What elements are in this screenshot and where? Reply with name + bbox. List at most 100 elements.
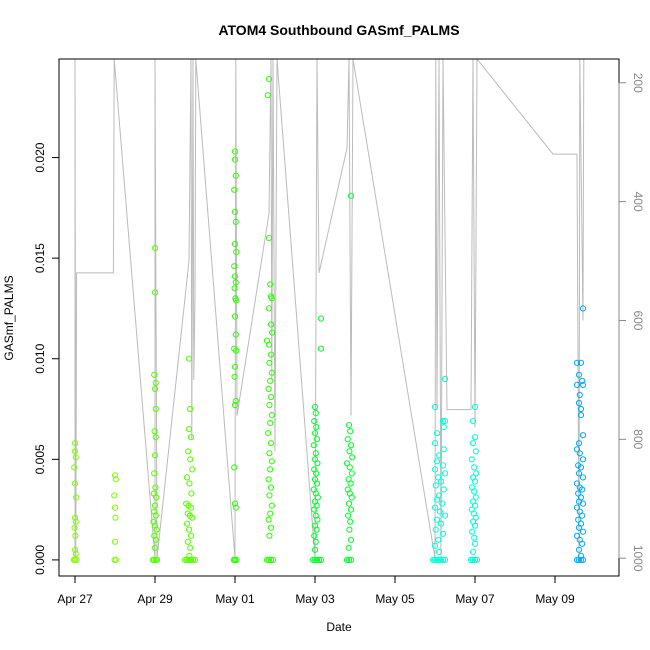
data-point: [232, 279, 239, 286]
data-point: [575, 524, 583, 531]
data-point: [187, 456, 194, 463]
data-point: [349, 454, 356, 461]
data-point: [151, 452, 159, 459]
data-point: [311, 498, 319, 505]
data-point: [151, 544, 159, 551]
data-point: [187, 504, 195, 511]
y-tick-label: 0.015: [33, 243, 47, 273]
data-point: [439, 556, 447, 564]
data-point: [344, 436, 351, 443]
data-point: [311, 522, 319, 529]
data-point: [576, 450, 583, 457]
data-point: [348, 494, 355, 501]
data-point: [575, 516, 582, 523]
data-point: [266, 492, 273, 499]
data-point: [152, 405, 159, 413]
data-point: [151, 245, 159, 252]
x-tick-label: May 07: [455, 592, 495, 606]
data-point: [441, 470, 449, 477]
data-point: [347, 428, 354, 435]
data-point: [71, 464, 78, 471]
data-point: [233, 249, 240, 256]
data-point: [575, 440, 583, 447]
data-point: [265, 341, 273, 348]
data-point: [579, 456, 587, 463]
data-point: [439, 530, 447, 537]
data-point: [111, 492, 118, 499]
data-point: [343, 460, 351, 467]
data-point: [231, 313, 239, 320]
data-point: [317, 556, 325, 564]
data-point: [267, 321, 275, 328]
data-point: [151, 502, 159, 509]
data-point: [437, 556, 445, 564]
data-point: [310, 442, 317, 449]
data-point: [231, 273, 239, 280]
data-point: [345, 556, 353, 564]
data-point: [231, 345, 238, 352]
data-point: [313, 556, 321, 564]
data-point: [312, 450, 319, 457]
data-point: [187, 405, 194, 413]
data-point: [231, 208, 239, 215]
data-point: [231, 156, 239, 163]
data-point: [71, 524, 78, 531]
data-point: [575, 399, 583, 407]
data-point: [231, 186, 238, 193]
data-point: [579, 486, 586, 493]
data-point: [71, 480, 79, 487]
data-point: [265, 305, 273, 312]
data-point: [311, 556, 319, 564]
data-point: [573, 556, 581, 564]
data-point: [231, 500, 239, 507]
data-point: [471, 522, 479, 529]
data-point: [73, 556, 80, 564]
data-point: [187, 556, 195, 564]
data-point: [231, 373, 238, 380]
data-point: [268, 458, 275, 465]
data-point: [311, 418, 318, 425]
data-point: [579, 474, 587, 481]
y-tick-label: 0.000: [33, 545, 47, 575]
data-point: [185, 526, 193, 533]
data-point: [469, 528, 476, 535]
data-point: [184, 510, 191, 517]
data-point: [469, 556, 477, 564]
x-axis-label: Date: [326, 620, 352, 634]
data-point: [72, 518, 79, 525]
data-point: [153, 494, 160, 501]
data-point: [471, 488, 478, 495]
data-point: [431, 466, 439, 473]
data-point: [269, 329, 276, 336]
x-tick-label: May 05: [375, 592, 415, 606]
data-point: [317, 345, 325, 352]
data-point: [267, 393, 275, 401]
data-point: [345, 500, 353, 507]
data-point: [435, 536, 442, 543]
data-point: [432, 482, 439, 489]
data-point: [575, 470, 583, 477]
data-point: [435, 556, 443, 564]
data-point: [72, 454, 79, 461]
data-point: [579, 432, 587, 439]
data-point: [152, 484, 159, 491]
data-point: [431, 556, 439, 564]
data-point: [266, 359, 273, 366]
data-point: [187, 434, 195, 441]
data-point: [151, 532, 158, 539]
data-point: [185, 448, 192, 455]
data-point: [439, 462, 447, 469]
data-point: [311, 506, 318, 513]
data-point: [268, 502, 275, 509]
data-point: [72, 532, 79, 539]
data-point: [471, 534, 478, 541]
data-point: [433, 516, 441, 523]
data-point: [267, 484, 275, 491]
data-point: [267, 510, 274, 517]
pressure-line: [74, 59, 585, 559]
data-point: [577, 359, 585, 366]
data-point: [437, 520, 445, 527]
data-point: [267, 556, 275, 564]
data-point: [232, 172, 239, 179]
data-point: [185, 556, 193, 564]
